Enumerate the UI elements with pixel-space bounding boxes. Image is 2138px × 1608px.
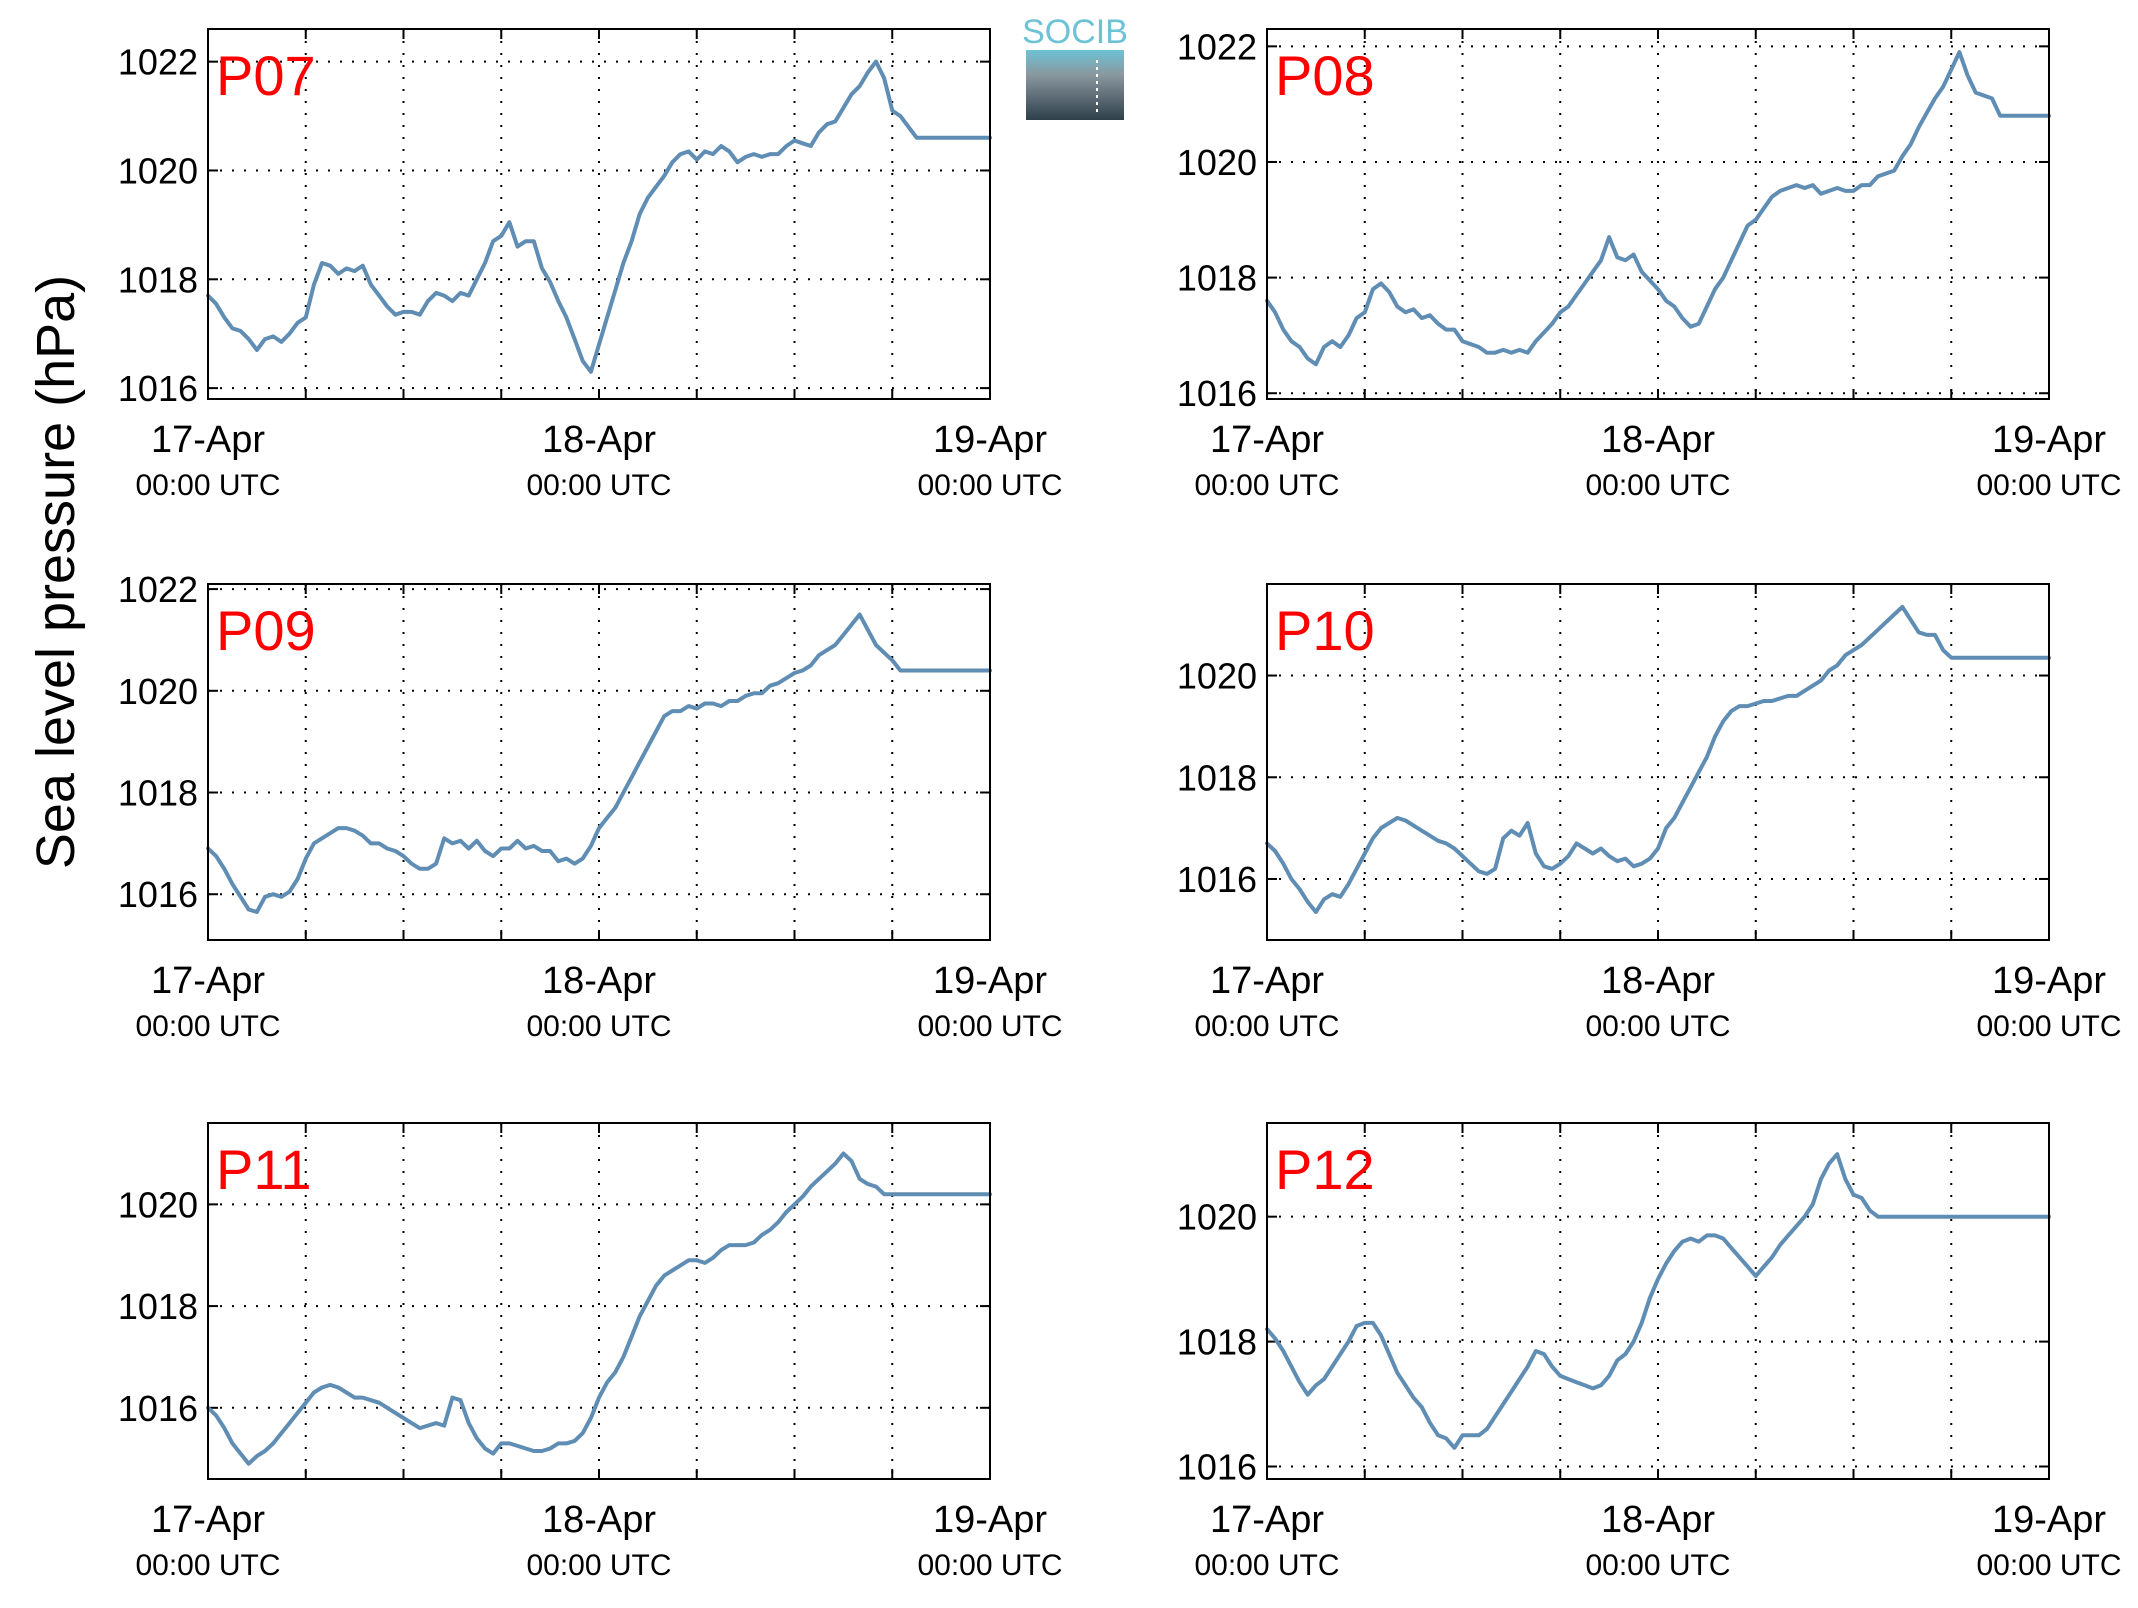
- x-tick-label-date: 18-Apr: [1601, 1499, 1715, 1541]
- axes-frame: [1266, 583, 2050, 941]
- x-tick-label-date: 17-Apr: [1210, 1499, 1324, 1541]
- x-tick-label-time: 00:00 UTC: [917, 469, 1062, 502]
- x-tick-label-date: 19-Apr: [933, 960, 1047, 1002]
- x-tick-label-time: 00:00 UTC: [1194, 1549, 1339, 1582]
- x-tick-label-time: 00:00 UTC: [1194, 1010, 1339, 1043]
- x-tick-label-time: 00:00 UTC: [1976, 1010, 2121, 1043]
- panel-p11: 1016 1018 1020 P11 17-Apr 00:00 UTC 18-Apr 00:0…: [118, 1122, 1063, 1582]
- axes-frame: [1266, 28, 2050, 400]
- x-tick-label-date: 18-Apr: [542, 960, 656, 1002]
- x-tick-label-time: 00:00 UTC: [1976, 1549, 2121, 1582]
- x-tick-label-time: 00:00 UTC: [526, 1010, 671, 1043]
- axes-frame: [207, 583, 991, 941]
- y-tick-label: 1022: [118, 569, 198, 610]
- series-line-p10: [1265, 604, 2051, 914]
- y-tick-label: 1020: [1177, 142, 1257, 183]
- panel-p07: 1016 1018 1020 1022 P07 17-Apr 00:00 UTC 18-Apr…: [118, 28, 1063, 502]
- y-tick-label: 1018: [1177, 1322, 1257, 1363]
- chart-panels: 1016 1018 1020 1022 P07 17-Apr 00:00 UTC 18-Apr…: [118, 26, 2122, 1582]
- y-tick-label: 1018: [1177, 757, 1257, 798]
- x-tick-label-date: 19-Apr: [1992, 960, 2106, 1002]
- x-tick-label-date: 17-Apr: [151, 419, 265, 461]
- x-tick-label-time: 00:00 UTC: [1585, 1549, 1730, 1582]
- y-tick-label: 1018: [118, 773, 198, 814]
- y-tick-label: 1016: [1177, 373, 1257, 414]
- series-line-p09: [206, 612, 992, 914]
- panel-label: P11: [216, 1138, 311, 1201]
- panel-label: P09: [216, 599, 316, 662]
- x-tick-label-date: 19-Apr: [1992, 1499, 2106, 1541]
- y-tick-label: 1020: [118, 671, 198, 712]
- x-tick-label-time: 00:00 UTC: [135, 1010, 280, 1043]
- y-tick-label: 1020: [1177, 656, 1257, 697]
- x-tick-label-date: 17-Apr: [151, 1499, 265, 1541]
- x-tick-label-date: 19-Apr: [933, 419, 1047, 461]
- y-tick-label: 1016: [118, 368, 198, 409]
- series-line-p12: [1265, 1152, 2051, 1450]
- x-tick-label-date: 18-Apr: [542, 419, 656, 461]
- x-tick-label-time: 00:00 UTC: [917, 1549, 1062, 1582]
- panel-p09: 1016 1018 1020 1022 P09 17-Apr 00:00 UTC 18-Apr…: [118, 569, 1063, 1043]
- series-line-p08: [1265, 50, 2051, 367]
- x-tick-label-time: 00:00 UTC: [135, 1549, 280, 1582]
- x-tick-label-time: 00:00 UTC: [526, 469, 671, 502]
- series-line-p11: [206, 1151, 992, 1466]
- panel-label: P10: [1275, 599, 1375, 662]
- x-tick-label-date: 18-Apr: [1601, 960, 1715, 1002]
- x-tick-label-time: 00:00 UTC: [1194, 469, 1339, 502]
- x-tick-label-time: 00:00 UTC: [135, 469, 280, 502]
- panel-label: P07: [216, 44, 316, 107]
- y-tick-label: 1018: [118, 1286, 198, 1327]
- y-tick-label: 1020: [1177, 1197, 1257, 1238]
- y-tick-label: 1020: [118, 150, 198, 191]
- panel-p10: 1016 1018 1020 P10 17-Apr 00:00 UTC 18-Apr 00:0…: [1177, 583, 2122, 1043]
- x-tick-label-date: 17-Apr: [1210, 419, 1324, 461]
- x-tick-label-date: 19-Apr: [1992, 419, 2106, 461]
- x-tick-label-time: 00:00 UTC: [917, 1010, 1062, 1043]
- y-tick-label: 1016: [118, 1388, 198, 1429]
- x-tick-label-date: 18-Apr: [1601, 419, 1715, 461]
- axes-frame: [207, 28, 991, 400]
- y-tick-label: 1018: [118, 259, 198, 300]
- x-tick-label-date: 19-Apr: [933, 1499, 1047, 1541]
- y-tick-label: 1016: [1177, 859, 1257, 900]
- logo-block: [1026, 50, 1124, 120]
- y-tick-label: 1022: [118, 42, 198, 83]
- x-tick-label-time: 00:00 UTC: [1585, 469, 1730, 502]
- y-axis-label: Sea level pressure (hPa): [26, 275, 86, 869]
- panel-p12: 1016 1018 1020 P12 17-Apr 00:00 UTC 18-Apr 00:0…: [1177, 1122, 2122, 1582]
- x-tick-label-date: 17-Apr: [1210, 960, 1324, 1002]
- x-tick-label-time: 00:00 UTC: [1976, 469, 2121, 502]
- y-tick-label: 1022: [1177, 26, 1257, 67]
- y-tick-label: 1016: [1177, 1447, 1257, 1488]
- y-tick-label: 1018: [1177, 258, 1257, 299]
- x-tick-label-time: 00:00 UTC: [526, 1549, 671, 1582]
- x-tick-label-time: 00:00 UTC: [1585, 1010, 1730, 1043]
- axes-frame: [207, 1122, 991, 1480]
- panel-label: P12: [1275, 1138, 1375, 1201]
- panel-p08: 1016 1018 1020 1022 P08 17-Apr 00:00 UTC 18-Apr…: [1177, 26, 2122, 502]
- panel-label: P08: [1275, 44, 1375, 107]
- y-tick-label: 1020: [118, 1184, 198, 1225]
- socib-logo: SOCIB: [1022, 13, 1128, 120]
- series-line-p07: [206, 59, 992, 374]
- x-tick-label-date: 17-Apr: [151, 960, 265, 1002]
- axes-frame: [1266, 1122, 2050, 1480]
- logo-text: SOCIB: [1022, 13, 1128, 51]
- x-tick-label-date: 18-Apr: [542, 1499, 656, 1541]
- y-tick-label: 1016: [118, 874, 198, 915]
